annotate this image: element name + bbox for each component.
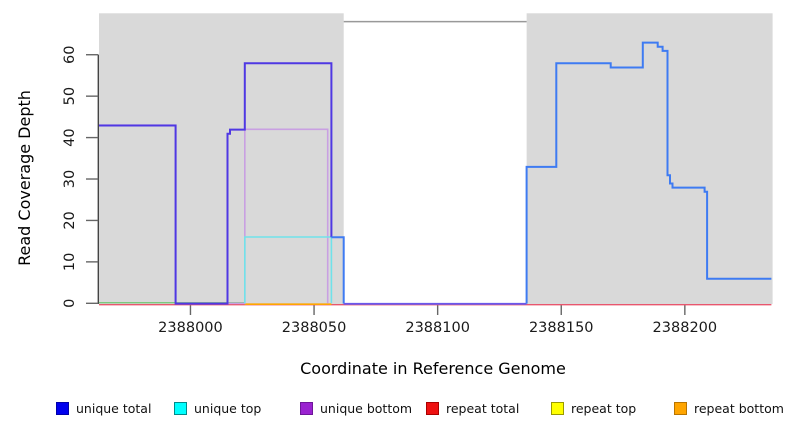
legend-item-repeat-total: repeat total (426, 399, 519, 417)
legend-label: unique bottom (320, 400, 413, 416)
legend-swatch (300, 401, 313, 415)
legend-label: repeat top (571, 400, 637, 416)
legend-item-unique-top: unique top (174, 399, 261, 417)
legend-item-unique-bottom: unique bottom (300, 399, 412, 417)
legend-swatch (56, 401, 69, 415)
x-tick-label: 2388050 (282, 320, 347, 336)
legend-item-unique-total: unique total (56, 399, 151, 417)
legend-swatch (674, 401, 687, 415)
series-line-unique-total-left (99, 62, 333, 305)
y-tick-label: 30 (62, 170, 78, 188)
y-tick-label: 0 (62, 299, 78, 308)
legend-swatch (551, 401, 564, 415)
y-axis-title: Read Coverage Depth (15, 90, 34, 266)
legend-label: repeat total (446, 400, 520, 416)
legend-item-repeat-top: repeat top (551, 399, 636, 417)
series-line-unique-total-mid (331, 236, 345, 304)
y-tick-label: 10 (62, 253, 78, 271)
y-tick-label: 20 (62, 211, 78, 229)
legend-swatch (426, 401, 439, 415)
y-tick-label: 60 (62, 46, 78, 64)
shaded-region (99, 13, 344, 305)
legend: unique total unique top unique bottom repea… (0, 399, 792, 423)
series-line-unique-total-right (525, 41, 772, 304)
x-axis-title: Coordinate in Reference Genome (300, 359, 566, 378)
axes-layer: 0 10 20 30 40 50 60 2388000 2388050 2388100 238815… (62, 46, 717, 336)
x-tick-label: 2388200 (653, 320, 718, 336)
legend-label: unique top (194, 400, 262, 416)
y-tick-label: 40 (62, 128, 78, 146)
legend-item-repeat-bottom: repeat bottom (674, 399, 784, 417)
x-tick-label: 2388100 (405, 320, 470, 336)
y-tick-label: 50 (62, 87, 78, 105)
x-tick-label: 2388000 (158, 320, 223, 336)
legend-swatch (174, 401, 187, 415)
legend-label: repeat bottom (694, 400, 784, 416)
shaded-region (526, 13, 773, 305)
shaded-bands-layer (99, 13, 773, 305)
x-tick-label: 2388150 (529, 320, 594, 336)
legend-label: unique total (76, 400, 152, 416)
coverage-chart: 0 10 20 30 40 50 60 2388000 2388050 2388100 238815… (15, 13, 773, 378)
coverage-lines-layer (99, 41, 772, 306)
series-line-unique-top-box (244, 236, 333, 304)
